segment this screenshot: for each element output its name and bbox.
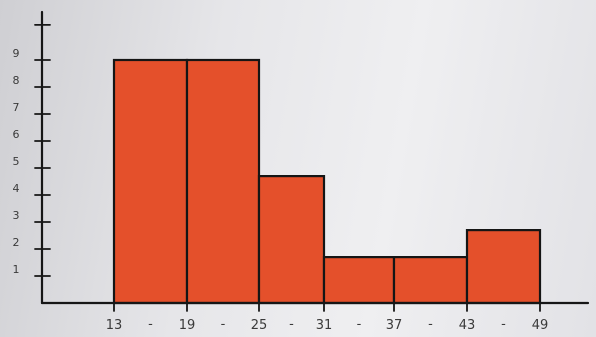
x-range-dash: - bbox=[289, 317, 294, 332]
bar-25-31 bbox=[257, 175, 326, 305]
x-range-dash: - bbox=[357, 317, 362, 332]
y-tick-label-8: 8 bbox=[13, 74, 20, 87]
bar-37-43 bbox=[392, 256, 469, 305]
x-tick-label-49: 49 bbox=[532, 318, 549, 333]
bar-31-37 bbox=[322, 256, 396, 305]
bar-19-25 bbox=[185, 58, 261, 305]
y-tick-label-6: 6 bbox=[13, 128, 20, 141]
x-tick-label-13: 13 bbox=[106, 318, 123, 333]
x-range-dash: - bbox=[501, 317, 506, 332]
x-range-dash: - bbox=[221, 317, 226, 332]
y-tick-label-4: 4 bbox=[13, 182, 20, 195]
y-tick-label-7: 7 bbox=[13, 101, 20, 114]
y-tick-label-1: 1 bbox=[13, 263, 20, 276]
x-tick-group: 13 - 19 - 25 - 31 - 37 - 43 - 49 bbox=[106, 298, 549, 333]
x-tick-label-31: 31 bbox=[316, 318, 333, 333]
x-tick-label-19: 19 bbox=[179, 318, 196, 333]
y-tick-label-9: 9 bbox=[13, 47, 20, 60]
x-tick-label-43: 43 bbox=[459, 318, 476, 333]
y-tick-group: 1 2 3 4 5 6 7 8 9 bbox=[13, 23, 51, 277]
x-tick-label-37: 37 bbox=[386, 318, 403, 333]
bar-43-49 bbox=[465, 229, 542, 305]
x-range-dash: - bbox=[428, 317, 433, 332]
x-range-dash: - bbox=[148, 317, 153, 332]
y-tick-label-5: 5 bbox=[13, 155, 20, 168]
x-tick-label-25: 25 bbox=[251, 318, 268, 333]
bar-group bbox=[112, 58, 542, 305]
y-tick-label-3: 3 bbox=[13, 209, 20, 222]
y-tick-label-2: 2 bbox=[13, 236, 20, 249]
bar-13-19 bbox=[112, 58, 189, 305]
